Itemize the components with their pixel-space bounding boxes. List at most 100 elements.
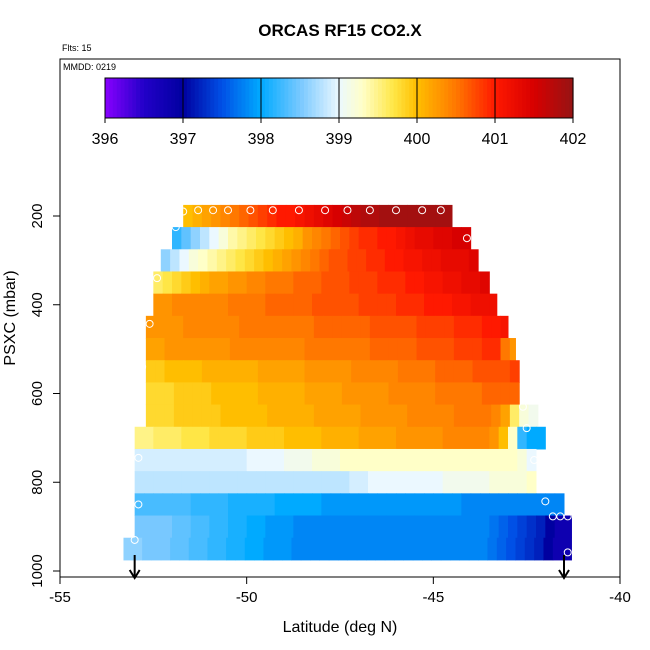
heatmap-cell (508, 448, 518, 472)
heatmap-cell (341, 204, 352, 228)
heatmap-cell (237, 471, 248, 494)
heatmap-cell (173, 404, 184, 428)
colorbar-cell (268, 78, 274, 118)
heatmap-cell (379, 338, 390, 361)
heatmap-cell (321, 293, 332, 317)
heatmap-cell (179, 249, 190, 272)
heatmap-cell (340, 293, 350, 317)
heatmap-cell (291, 537, 302, 561)
heatmap-cell (424, 227, 434, 250)
heatmap-cell (323, 315, 334, 339)
heatmap-cell (181, 426, 192, 450)
heatmap-cell (153, 426, 164, 450)
heatmap-cell (396, 293, 406, 317)
heatmap-cell (237, 271, 248, 295)
heatmap-cell (351, 404, 362, 428)
colorbar-cell (327, 78, 332, 118)
colorbar-cell (284, 78, 289, 118)
heatmap-cell (183, 382, 194, 406)
heatmap-cell (293, 293, 304, 317)
heatmap-cell (218, 426, 229, 450)
heatmap-cell (515, 537, 526, 561)
heatmap-cell (220, 204, 231, 228)
colorbar-cell (280, 78, 285, 118)
heatmap-cell (500, 338, 511, 361)
heatmap-cell (321, 515, 332, 539)
heatmap-cell (536, 426, 546, 450)
heatmap-cell (267, 204, 278, 228)
heatmap-cell (257, 338, 268, 361)
heatmap-cell (442, 293, 453, 317)
heatmap-cell (323, 204, 334, 228)
heatmap-cell (396, 227, 406, 250)
data-point (224, 206, 232, 215)
heatmap-cell (480, 448, 490, 472)
heatmap-cell (379, 382, 390, 406)
heatmap-cell (468, 249, 479, 272)
heatmap-cell (284, 293, 294, 317)
x-axis: -55 -50 -45 -40 (49, 577, 631, 606)
arrow-head (558, 569, 570, 580)
heatmap-cell (508, 515, 518, 539)
colorbar-cell (311, 78, 317, 118)
heatmap-cell (424, 493, 434, 517)
heatmap-cell (360, 315, 371, 339)
heatmap-cell (554, 493, 565, 517)
heatmap-cell (183, 360, 194, 383)
heatmap-cell (295, 338, 306, 361)
heatmap-cell (416, 338, 427, 361)
chart-title: ORCAS RF15 CO2.X (258, 21, 422, 40)
heatmap-cell (321, 426, 332, 450)
heatmap-cell (155, 360, 166, 383)
colorbar-cell (253, 78, 258, 118)
colorbar-cell (456, 78, 461, 118)
heatmap-cell (414, 426, 425, 450)
heatmap-cell (172, 448, 182, 472)
heatmap-cell (302, 293, 313, 317)
heatmap-cell (246, 448, 257, 472)
heatmap-cell (379, 404, 390, 428)
heatmap-cell (265, 271, 276, 295)
colorbar-tick-label: 400 (404, 131, 431, 148)
heatmap-cell (257, 404, 268, 428)
heatmap-cell (358, 426, 369, 450)
heatmap-cell (209, 271, 220, 295)
heatmap-cell (218, 493, 229, 517)
heatmap-cell (295, 204, 306, 228)
colorbar-cell (502, 78, 508, 118)
heatmap-cell (422, 249, 432, 272)
data-point (436, 206, 445, 215)
heatmap-cell (435, 315, 446, 339)
heatmap-cell (323, 360, 334, 383)
heatmap-cell (368, 227, 378, 250)
heatmap-cell (489, 471, 500, 494)
colorbar-cell (163, 78, 168, 118)
colorbar-cell (108, 78, 114, 118)
heatmap-cell (160, 537, 171, 561)
heatmap-cell (256, 293, 266, 317)
profile-arrows (128, 555, 570, 580)
colorbar-tick-label: 399 (326, 131, 353, 148)
colorbar-cell (491, 78, 496, 118)
heatmap-cell (332, 204, 343, 228)
heatmap-cell (321, 227, 332, 250)
colorbar-ticks: 396 397 398 399 400 401 402 (92, 78, 586, 148)
heatmap-cell (155, 338, 166, 361)
heatmap-cell (323, 404, 334, 428)
heatmap-cell (256, 448, 266, 472)
heatmap-cell (263, 249, 274, 272)
heatmap-cell (274, 227, 285, 250)
colorbar-cell (186, 78, 192, 118)
heatmap-cell (433, 448, 444, 472)
heatmap-cell (291, 249, 302, 272)
heatmap-cell (435, 404, 446, 428)
data-point (541, 497, 550, 506)
heatmap-cell (172, 471, 182, 494)
heatmap-cell (257, 315, 268, 339)
heatmap-cell (181, 271, 192, 295)
heatmap-cell (480, 515, 490, 539)
colorbar-cell (171, 78, 176, 118)
data-point (134, 500, 143, 509)
data-point (418, 206, 427, 215)
heatmap-cell (481, 404, 492, 428)
